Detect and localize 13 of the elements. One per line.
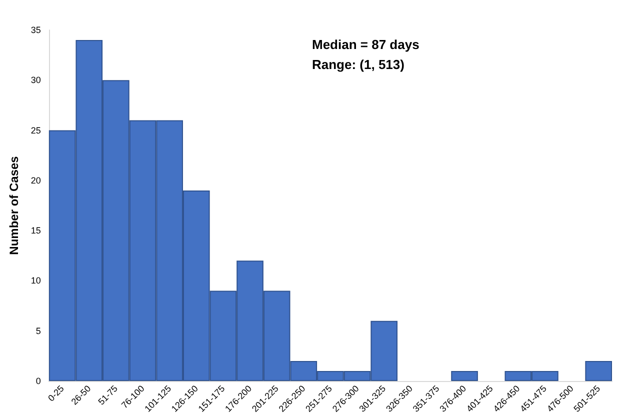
annotation: Range: (1, 513) (312, 57, 404, 72)
y-tick-label: 0 (36, 376, 41, 386)
annotation: Median = 87 days (312, 37, 420, 52)
y-tick-label: 25 (30, 125, 41, 136)
y-axis-title: Number of Cases (7, 156, 21, 255)
y-tick-label: 5 (36, 326, 41, 336)
y-tick-label: 30 (30, 75, 41, 86)
y-tick-label: 10 (30, 276, 41, 286)
bar (451, 370, 478, 381)
y-tick-label: 15 (30, 226, 41, 236)
bar (585, 360, 612, 381)
y-tick-label: 20 (30, 175, 41, 186)
y-tick-label: 35 (30, 25, 41, 35)
